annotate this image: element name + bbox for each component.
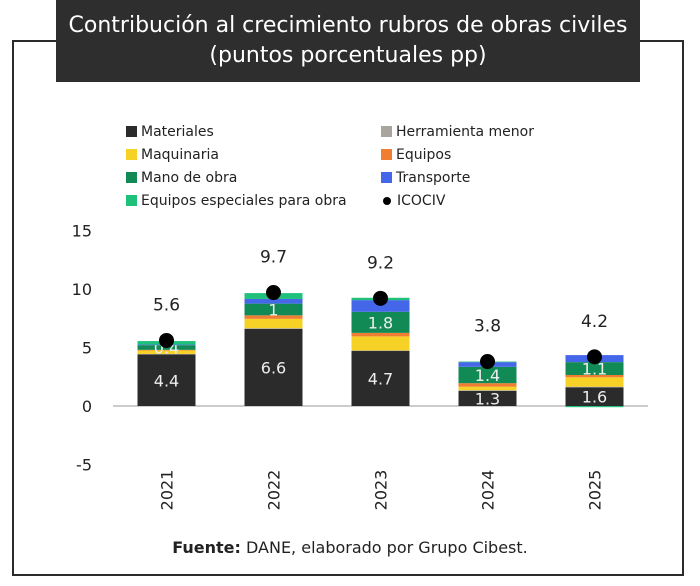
icociv-point (373, 290, 388, 306)
x-tick-label: 2023 (372, 470, 391, 511)
legend-swatch (381, 126, 392, 137)
bar-data-label: 1.6 (582, 388, 607, 407)
legend-swatch (381, 172, 392, 183)
bar-segment (351, 311, 410, 333)
legend-label: ICOCIV (397, 192, 446, 209)
legend-swatch (126, 149, 137, 160)
y-tick-label: -5 (76, 456, 92, 475)
source-note: Fuente: DANE, elaborado por Grupo Cibest… (0, 538, 700, 557)
legend-item-equipos: Equipos (381, 145, 581, 164)
bar-segment (137, 354, 196, 406)
bar-data-label: 1.3 (475, 389, 500, 408)
legend-item-equipos-especiales: Equipos especiales para obra (126, 191, 381, 210)
icociv-label: 9.2 (367, 253, 394, 273)
icociv-point (159, 332, 174, 348)
legend-swatch (126, 172, 137, 183)
bar-segment (351, 351, 410, 406)
bar-data-label: 4.7 (368, 370, 393, 389)
legend-item-maquinaria: Maquinaria (126, 145, 381, 164)
legend-swatch (126, 195, 137, 206)
bar-data-label: 1.1 (582, 360, 607, 379)
bar-segment (137, 350, 196, 354)
bar-data-label: 1.4 (475, 366, 500, 385)
legend-label: Equipos (396, 146, 452, 163)
icociv-point (587, 349, 602, 365)
bar-segment (565, 374, 624, 378)
source-text: DANE, elaborado por Grupo Cibest. (240, 538, 528, 557)
bar-segment (458, 383, 517, 387)
legend-item-transporte: Transporte (381, 168, 581, 187)
legend-label: Herramienta menor (396, 123, 534, 140)
x-tick-label: 2022 (265, 470, 284, 511)
bar-segment (244, 298, 303, 304)
bar-segment (137, 353, 196, 355)
bar-segment (351, 336, 410, 351)
bar-data-label: 6.6 (261, 358, 286, 377)
legend-label: Transporte (396, 169, 471, 186)
bar-segment (565, 387, 624, 406)
icociv-label: 5.6 (153, 295, 180, 315)
legend-label: Equipos especiales para obra (141, 192, 347, 209)
bar-segment (565, 406, 624, 408)
legend-label: Maquinaria (141, 146, 219, 163)
x-tick-label: 2025 (586, 470, 605, 511)
legend-item-materiales: Materiales (126, 122, 381, 141)
bar-data-label: 1 (268, 300, 278, 319)
bar-segment (244, 328, 303, 406)
legend-dot (383, 196, 391, 205)
legend-label: Materiales (141, 123, 214, 140)
bar-segment (244, 328, 303, 329)
bar-segment (244, 318, 303, 329)
legend: Materiales Herramienta menor Maquinaria … (126, 122, 586, 210)
bar-segment (137, 349, 196, 351)
legend-label: Mano de obra (141, 169, 238, 186)
bar-segment (565, 377, 624, 387)
bar-segment (244, 303, 303, 316)
bar-segment (565, 362, 624, 375)
icociv-point (266, 285, 281, 301)
y-tick-label: 0 (82, 397, 92, 416)
legend-item-herramienta: Herramienta menor (381, 122, 581, 141)
chart-title: Contribución al crecimiento rubros de ob… (56, 0, 640, 82)
x-tick-label: 2024 (479, 470, 498, 511)
bar-segment (244, 315, 303, 319)
bar-segment (351, 332, 410, 337)
icociv-label: 9.7 (260, 248, 287, 268)
source-label: Fuente: (172, 538, 241, 557)
legend-swatch (381, 149, 392, 160)
y-tick-label: 5 (82, 339, 92, 358)
y-tick-label: 15 (72, 222, 92, 241)
icociv-point (480, 354, 495, 370)
bar-segment (565, 386, 624, 388)
bar-segment (458, 390, 517, 406)
bar-segment (458, 386, 517, 391)
bar-segment (351, 350, 410, 352)
bar-segment (458, 366, 517, 384)
legend-item-mano-de-obra: Mano de obra (126, 168, 381, 187)
legend-swatch (126, 126, 137, 137)
bar-data-label: 4.4 (154, 371, 179, 390)
legend-item-icociv: ICOCIV (381, 191, 581, 210)
icociv-label: 4.2 (581, 312, 608, 332)
bar-data-label: 1.8 (368, 313, 393, 332)
icociv-label: 3.8 (474, 317, 501, 337)
y-tick-label: 10 (72, 280, 92, 299)
bar-segment (351, 300, 410, 312)
bar-segment (458, 390, 517, 391)
x-tick-label: 2021 (158, 470, 177, 511)
